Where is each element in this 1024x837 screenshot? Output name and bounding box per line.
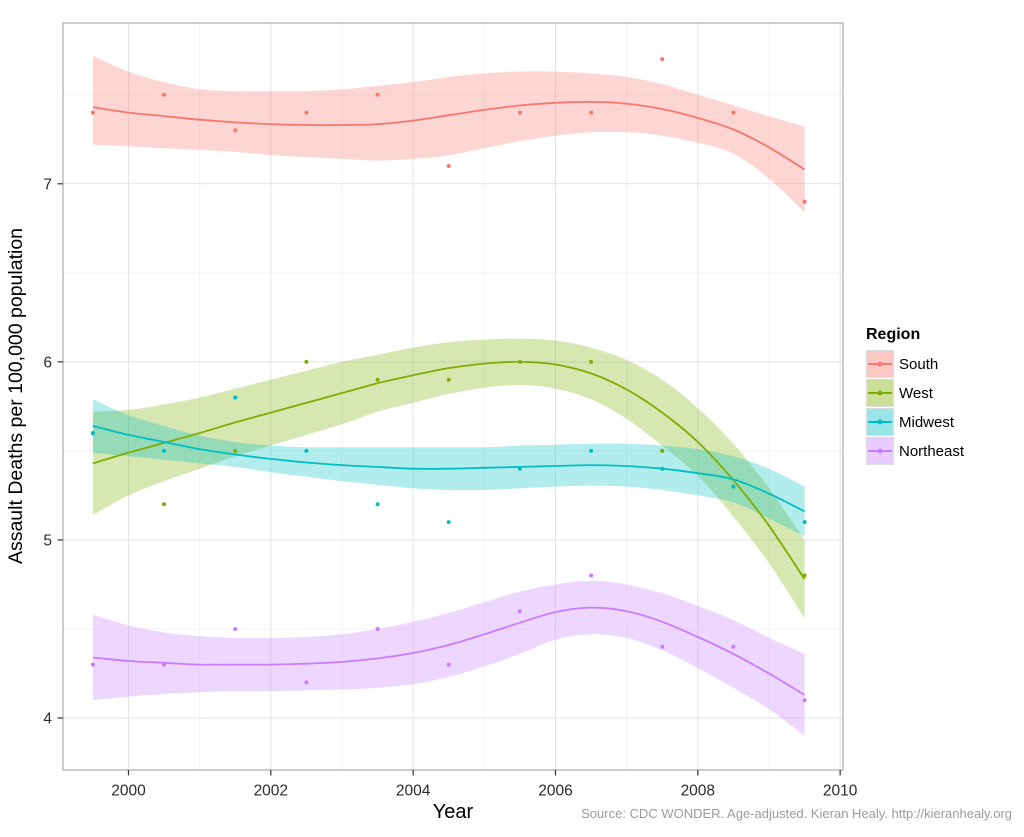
legend-key-swatch xyxy=(866,379,894,407)
data-point-midwest xyxy=(233,395,238,400)
data-point-midwest xyxy=(517,466,522,471)
data-point-west xyxy=(304,359,309,364)
x-tick-label: 2008 xyxy=(681,783,715,800)
legend-items: South West Midwest Northeast xyxy=(866,350,964,465)
data-point-northeast xyxy=(375,627,380,631)
data-point-northeast xyxy=(589,573,594,578)
smooth-line-midwest xyxy=(92,425,805,513)
legend-key-point xyxy=(877,419,883,425)
data-point-west xyxy=(162,502,167,507)
legend-item-label: Northeast xyxy=(899,442,965,460)
legend-key-point xyxy=(877,448,883,454)
data-point-south xyxy=(660,57,665,62)
smooth-lines xyxy=(92,100,806,696)
data-point-midwest xyxy=(375,502,380,507)
scatter-points xyxy=(90,57,807,703)
data-point-northeast xyxy=(233,627,238,631)
legend: Region South West Midwest Northeast xyxy=(866,326,964,466)
legend-key-point xyxy=(877,390,883,396)
data-point-midwest xyxy=(589,448,594,453)
y-tick-label: 5 xyxy=(43,532,52,549)
legend-item-label: West xyxy=(899,384,933,402)
data-point-west xyxy=(446,377,451,382)
smooth-line-west xyxy=(92,360,806,580)
data-point-south xyxy=(304,110,309,115)
data-point-south xyxy=(517,110,522,115)
data-point-west xyxy=(589,359,594,364)
legend-title: Region xyxy=(866,326,921,343)
data-point-northeast xyxy=(517,609,522,614)
x-tick-label: 2010 xyxy=(823,783,858,800)
data-point-midwest xyxy=(162,448,167,453)
panel-border xyxy=(62,22,844,771)
legend-item-label: Midwest xyxy=(899,413,955,431)
legend-item-label: South xyxy=(899,355,939,373)
data-point-south xyxy=(162,92,167,97)
data-point-midwest xyxy=(446,520,451,525)
y-tick-label: 6 xyxy=(43,354,52,371)
legend-item-midwest: Midwest xyxy=(866,408,964,436)
ribbon-northeast xyxy=(92,580,805,736)
data-point-west xyxy=(517,359,522,364)
data-point-northeast xyxy=(660,644,665,649)
legend-key-swatch xyxy=(866,437,894,465)
axes: 2000 2002 2004 2006 2008 2010 4 5 6 7 xyxy=(43,176,857,799)
legend-item-west: West xyxy=(866,379,964,407)
data-point-northeast xyxy=(304,680,309,685)
x-axis-title: Year xyxy=(432,801,474,823)
ribbon-south xyxy=(92,55,805,213)
data-point-northeast xyxy=(90,662,95,667)
legend-key-point xyxy=(877,361,883,367)
data-point-midwest xyxy=(660,466,665,471)
grid-major xyxy=(63,23,843,770)
data-point-south xyxy=(375,92,380,97)
y-tick-label: 7 xyxy=(43,176,52,193)
data-point-south xyxy=(731,110,736,115)
smooth-line-northeast xyxy=(92,606,806,696)
data-point-south xyxy=(589,110,594,115)
legend-item-northeast: Northeast xyxy=(866,437,964,465)
data-point-south xyxy=(802,199,807,204)
data-point-south xyxy=(233,128,238,133)
x-tick-label: 2006 xyxy=(538,783,572,800)
data-point-midwest xyxy=(90,431,95,436)
data-point-midwest xyxy=(802,520,807,525)
y-tick-label: 4 xyxy=(43,711,52,728)
data-point-west xyxy=(233,448,238,453)
x-tick-label: 2004 xyxy=(396,783,431,800)
data-point-west xyxy=(375,377,380,382)
data-point-midwest xyxy=(304,448,309,453)
data-point-west xyxy=(802,573,807,578)
data-point-northeast xyxy=(446,662,451,667)
data-point-northeast xyxy=(162,662,167,667)
legend-key-swatch xyxy=(866,350,894,378)
source-note: Source: CDC WONDER. Age-adjusted. Kieran… xyxy=(581,806,1012,821)
data-point-west xyxy=(660,448,665,453)
legend-key-swatch xyxy=(866,408,894,436)
x-tick-label: 2000 xyxy=(111,783,146,800)
legend-item-south: South xyxy=(866,350,964,378)
data-point-northeast xyxy=(802,698,807,703)
y-axis-title: Assault Deaths per 100,000 population xyxy=(5,227,27,565)
grid-minor xyxy=(63,23,843,770)
ribbon-west xyxy=(92,338,805,619)
data-point-south xyxy=(90,110,95,115)
data-point-south xyxy=(446,164,451,168)
smooth-line-south xyxy=(92,100,806,171)
x-tick-label: 2002 xyxy=(254,783,288,800)
data-point-northeast xyxy=(731,644,736,649)
data-point-midwest xyxy=(731,484,736,489)
